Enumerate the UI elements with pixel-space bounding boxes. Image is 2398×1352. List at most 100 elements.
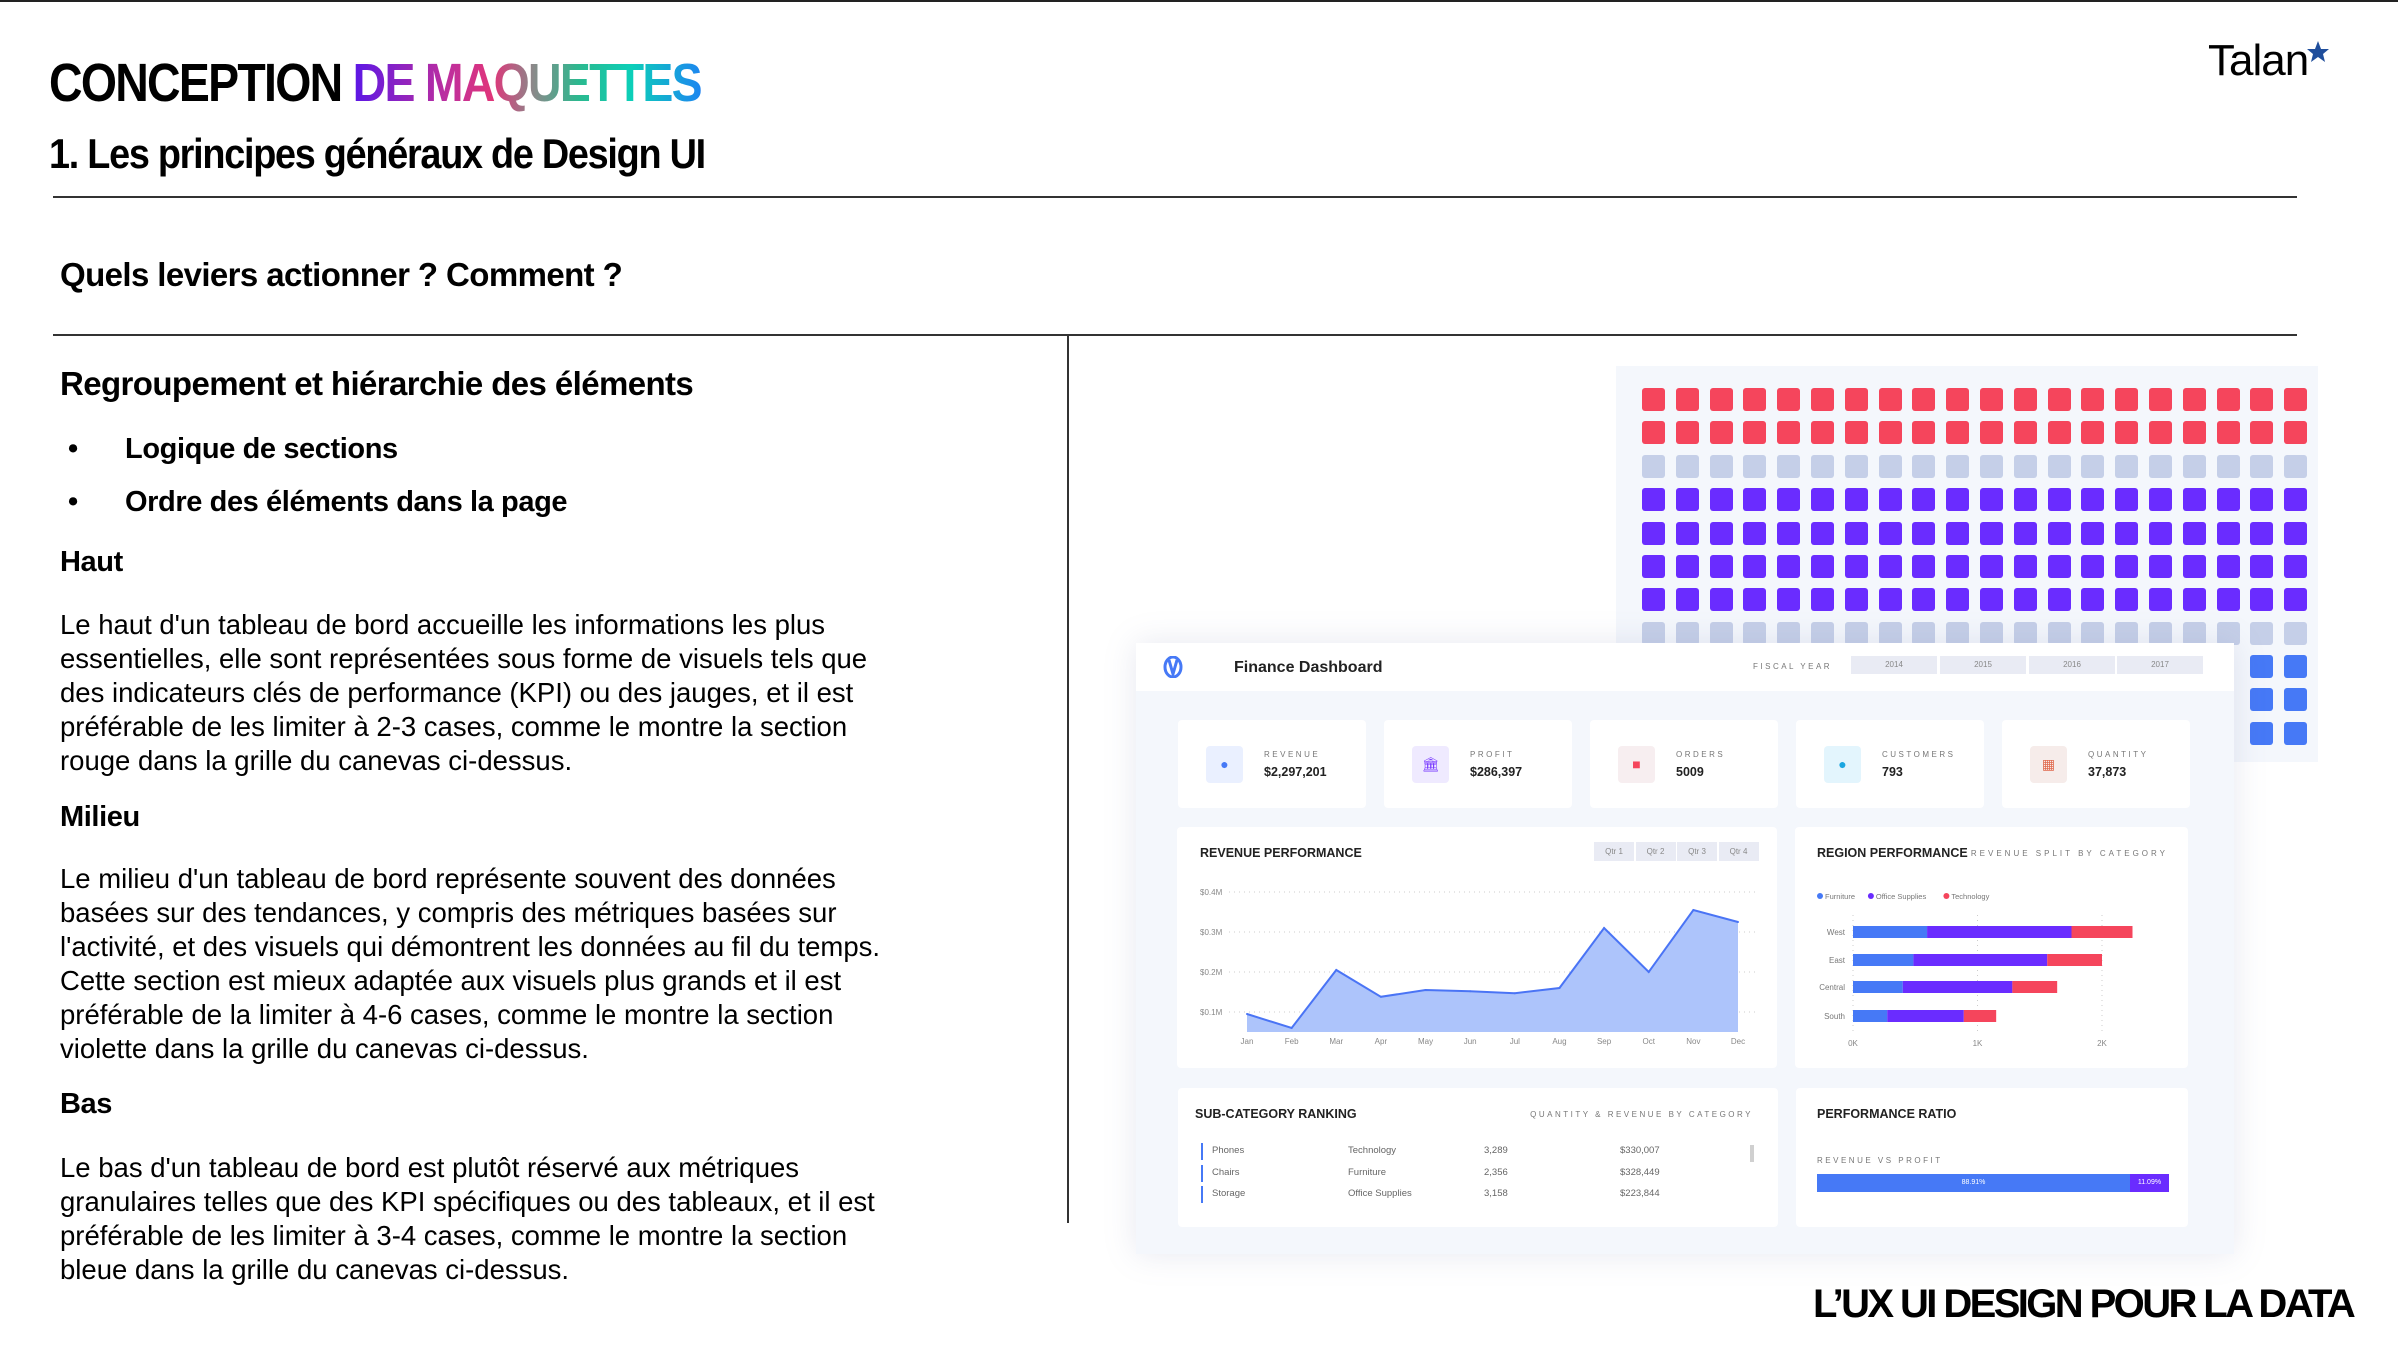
quarter-button[interactable]: Qtr 4 [1718, 842, 1759, 861]
grid-cell [1811, 421, 1834, 445]
grid-cell [1912, 488, 1936, 512]
scrollbar[interactable] [1750, 1145, 1754, 1162]
grid-cell [2250, 588, 2274, 612]
block-title: Haut [60, 546, 123, 578]
grid-cell [1642, 454, 1665, 478]
grid-cell [2013, 388, 2037, 411]
grid-cell [1980, 555, 2003, 578]
grid-cell [1777, 588, 1801, 612]
grid-cell [2081, 521, 2105, 545]
revenue-point [1379, 995, 1382, 998]
region-title: REGION PERFORMANCE [1817, 846, 1968, 860]
kpi-label: QUANTITY [2088, 750, 2149, 759]
revenue-panel: REVENUE PERFORMANCE Qtr 1 Qtr 2 Qtr 3 Qtr 4… [1177, 827, 1777, 1068]
footer-tagline: L’UX UI DESIGN POUR LA DATA [1813, 1282, 2356, 1326]
paragraph-line: des indicateurs clés de performance (KPI… [60, 677, 854, 708]
revenue-title: REVENUE PERFORMANCE [1200, 846, 1362, 860]
grid-cell [1743, 555, 1767, 578]
table-cell: Furniture [1348, 1166, 1387, 1178]
grid-cell [2250, 488, 2274, 512]
grid-cell [1844, 588, 1868, 612]
page-subtitle: 1. Les principes généraux de Design UI [49, 130, 706, 177]
grid-cell [2115, 421, 2139, 445]
grid-cell [2081, 555, 2105, 578]
truck-icon: ■ [1618, 746, 1655, 783]
legend-swatch [1817, 893, 1823, 899]
quarter-button[interactable]: Qtr 1 [1594, 842, 1634, 861]
grid-cell [1844, 521, 1868, 545]
grid-cell [1709, 388, 1733, 411]
kpi-label: REVENUE [1264, 750, 1321, 759]
divider [53, 196, 2297, 198]
revenue-point [1647, 971, 1650, 973]
grid-cell [2013, 621, 2037, 645]
grid-cell [1777, 421, 1801, 445]
kpi-value: 5009 [1676, 765, 1704, 779]
grid-cell [2284, 655, 2308, 678]
year-button[interactable]: 2015 [1940, 656, 2026, 674]
grid-cell [2081, 388, 2105, 411]
grid-cell [2284, 521, 2308, 545]
category-label: East [1829, 956, 1846, 965]
grid-cell [1912, 388, 1936, 411]
quarter-button[interactable]: Qtr 2 [1635, 842, 1676, 861]
table-cell: Chairs [1212, 1166, 1240, 1178]
x-tick-label: Oct [1643, 1037, 1656, 1046]
x-tick-label: Aug [1552, 1037, 1566, 1046]
table-cell: $223,844 [1620, 1188, 1660, 1199]
revenue-point [1246, 1013, 1248, 1015]
paragraph-line: Le haut d'un tableau de bord accueille l… [60, 609, 826, 640]
ratio-bar: 88.91% 11.09% [1817, 1174, 2169, 1192]
grid-cell [2182, 454, 2206, 478]
grid-cell [1912, 421, 1936, 445]
grid-cell [2284, 688, 2308, 712]
grid-cell [1878, 421, 1902, 445]
legend-swatch [1943, 893, 1950, 899]
y-tick-label: $0.3M [1200, 928, 1223, 937]
y-tick-label: $0.2M [1200, 968, 1223, 977]
grid-cell [1878, 588, 1902, 612]
grid-cell [2081, 454, 2105, 478]
grid-cell [1642, 421, 1665, 445]
dashboard-title: Finance Dashboard [1234, 659, 1383, 676]
grid-cell [2284, 488, 2308, 512]
year-button[interactable]: 2017 [2117, 656, 2203, 674]
grid-cell [1912, 588, 1936, 612]
block-paragraph: Le haut d'un tableau de bord accueille l… [60, 608, 867, 778]
grid-cell [1642, 388, 1665, 411]
grid-cell [1743, 588, 1767, 612]
talan-logo: Talan [2208, 36, 2329, 86]
quarter-button[interactable]: Qtr 3 [1677, 842, 1717, 861]
grid-cell [1980, 521, 2003, 545]
year-button[interactable]: 2014 [1851, 656, 1937, 674]
ratio-title: PERFORMANCE RATIO [1817, 1107, 1957, 1121]
bullet-dot: • [68, 433, 78, 465]
x-tick-label: Mar [1329, 1037, 1343, 1046]
grid-cell [1709, 421, 1733, 445]
paragraph-line: rouge dans la grille du canevas ci-dessu… [60, 745, 573, 776]
table-cell: 3,289 [1484, 1145, 1508, 1156]
star-icon [2307, 41, 2329, 62]
grid-cell [1844, 488, 1868, 512]
grid-cell [2216, 588, 2240, 612]
grid-cell [1980, 621, 2003, 645]
revenue-point [1513, 992, 1516, 995]
grid-cell [1743, 488, 1767, 512]
grid-cell [1811, 555, 1834, 578]
revenue-line [1246, 908, 1739, 1030]
grid-cell [1743, 521, 1767, 545]
grid-cell [2182, 421, 2206, 445]
grid-cell [2115, 521, 2139, 545]
block-title: Bas [60, 1088, 112, 1120]
grid-cell [2284, 621, 2308, 645]
ratio-revenue-segment: 88.91% [1817, 1174, 2130, 1192]
year-button[interactable]: 2016 [2029, 656, 2115, 674]
x-tick-label: 1K [1973, 1039, 1983, 1048]
grid-cell [1777, 521, 1801, 545]
grid-cell [1946, 555, 1970, 578]
top-border [0, 0, 2398, 2]
x-tick-label: Dec [1731, 1037, 1745, 1046]
section-heading: Regroupement et hiérarchie des éléments [60, 365, 694, 402]
grid-cell [2115, 621, 2139, 645]
ratio-profit-segment: 11.09% [2129, 1174, 2169, 1192]
